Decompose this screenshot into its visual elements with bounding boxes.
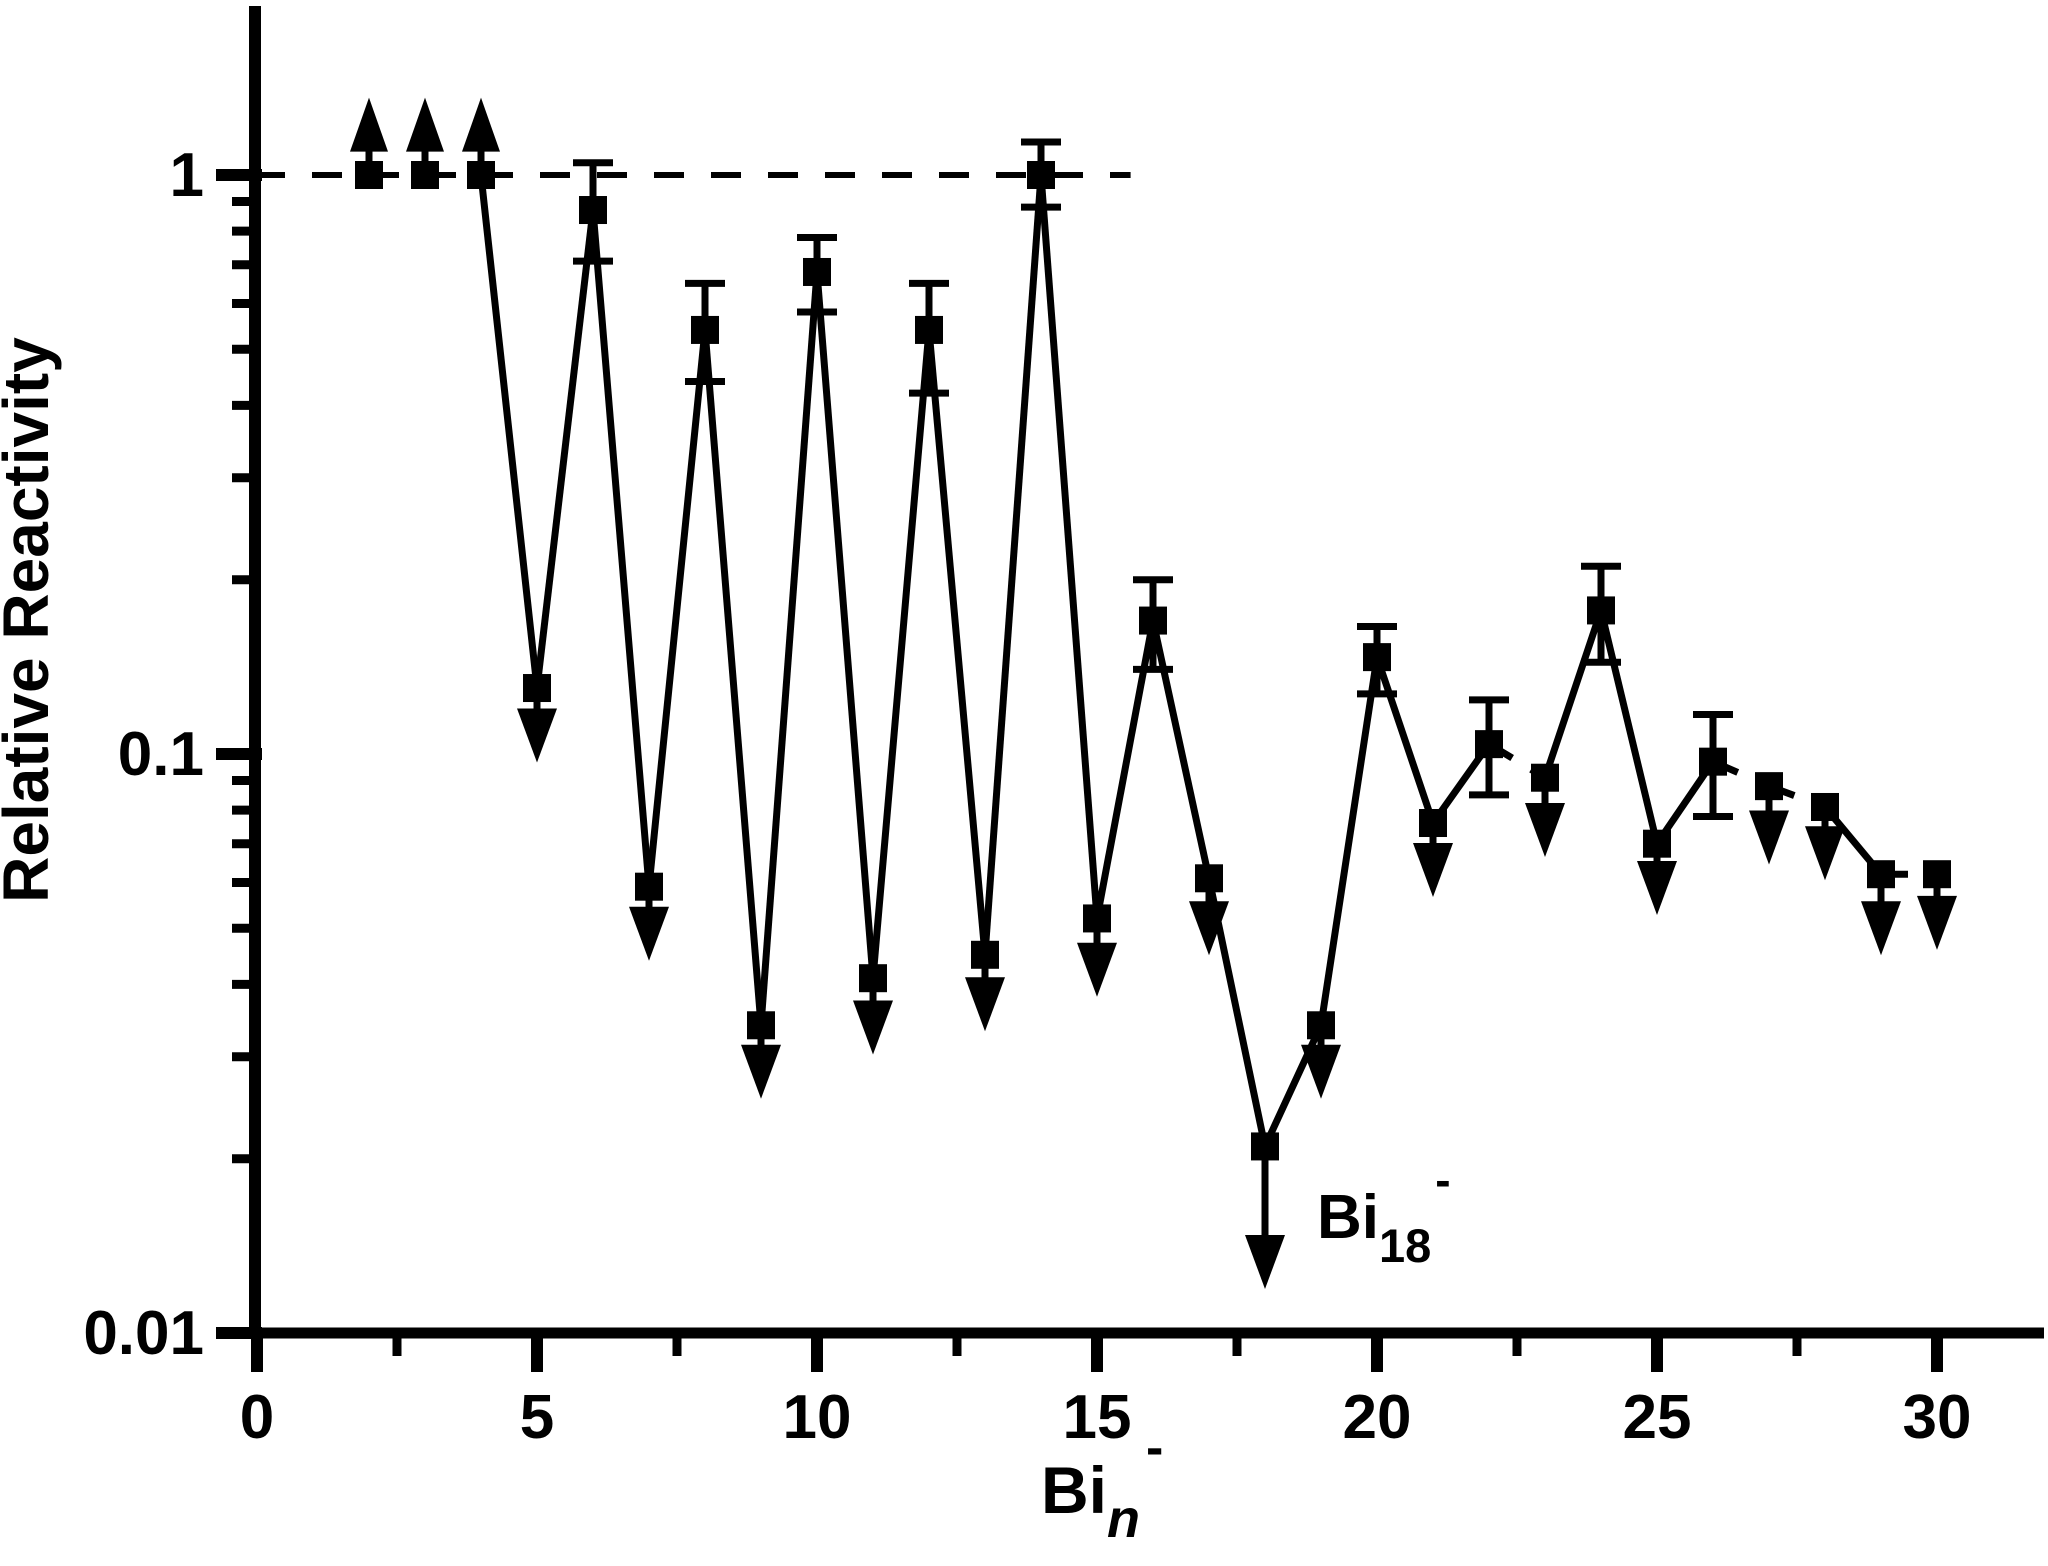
upper-limit-arrow-head bbox=[1637, 860, 1677, 915]
y-axis-tick-label: 0.01 bbox=[83, 1299, 204, 1368]
data-line-segment bbox=[981, 174, 1045, 956]
upper-limit-arrow-head bbox=[1917, 895, 1957, 950]
data-point-marker bbox=[971, 940, 999, 969]
data-point-marker bbox=[1587, 596, 1615, 625]
data-point-marker bbox=[859, 964, 887, 993]
data-point-marker bbox=[747, 1011, 775, 1040]
data-point-marker bbox=[1755, 772, 1783, 801]
data-line-segment bbox=[1597, 609, 1661, 845]
y-axis-title: Relative Reactivity bbox=[0, 337, 62, 903]
data-point-marker bbox=[1251, 1132, 1279, 1161]
data-line-segment bbox=[1093, 619, 1157, 920]
data-point-marker bbox=[467, 161, 495, 189]
data-point-marker bbox=[1531, 763, 1559, 792]
lower-limit-arrow-head bbox=[462, 97, 500, 152]
data-point-marker bbox=[1195, 864, 1223, 893]
data-line-segment bbox=[1317, 656, 1381, 1026]
x-axis-tick-label: 15 bbox=[1063, 1383, 1132, 1452]
x-axis-tick-label: 5 bbox=[520, 1383, 554, 1452]
data-point-marker bbox=[1307, 1011, 1335, 1040]
data-line-segment bbox=[1261, 1023, 1325, 1148]
x-axis-tick-label: 25 bbox=[1623, 1383, 1692, 1452]
data-point-marker bbox=[1643, 829, 1671, 858]
upper-limit-arrow-head bbox=[1861, 901, 1901, 956]
x-axis-tick-label: 30 bbox=[1903, 1383, 1972, 1452]
data-line-segment bbox=[757, 271, 821, 1026]
x-axis-tick-label: 20 bbox=[1343, 1383, 1412, 1452]
x-axis-title: Bin- bbox=[1041, 1419, 1163, 1549]
data-point-marker bbox=[1699, 747, 1727, 776]
data-point-marker bbox=[635, 872, 663, 901]
data-line-segment bbox=[477, 174, 541, 689]
data-point-marker bbox=[803, 257, 831, 286]
upper-limit-arrow-head bbox=[965, 977, 1005, 1032]
data-point-marker bbox=[1027, 161, 1055, 189]
data-line-segment bbox=[533, 209, 597, 689]
x-axis-tick-label: 0 bbox=[240, 1383, 274, 1452]
data-line-segment bbox=[645, 329, 709, 888]
lower-limit-arrow-head bbox=[350, 97, 388, 152]
x-axis-tick-label: 10 bbox=[783, 1383, 852, 1452]
upper-limit-arrow-head bbox=[741, 1044, 781, 1099]
data-point-marker bbox=[691, 315, 719, 344]
upper-limit-arrow-head bbox=[629, 906, 669, 961]
y-axis-tick-label: 0.1 bbox=[118, 720, 204, 789]
upper-limit-arrow-head bbox=[1245, 1234, 1285, 1289]
data-line-segment bbox=[925, 329, 989, 956]
data-point-marker bbox=[1867, 860, 1895, 889]
data-point-marker bbox=[1811, 792, 1839, 821]
upper-limit-arrow-head bbox=[853, 1000, 893, 1055]
data-point-marker bbox=[523, 674, 551, 703]
data-line-segment bbox=[1037, 174, 1101, 919]
upper-limit-arrow-head bbox=[1077, 942, 1117, 997]
data-line-segment bbox=[1149, 619, 1213, 880]
upper-limit-arrow-head bbox=[517, 708, 557, 763]
upper-limit-arrow-head bbox=[1413, 842, 1453, 897]
upper-limit-arrow-head bbox=[1749, 810, 1789, 865]
upper-limit-arrow-head bbox=[1805, 826, 1845, 881]
upper-limit-arrow-head bbox=[1301, 1044, 1341, 1099]
data-point-marker bbox=[915, 315, 943, 344]
data-line-segment bbox=[869, 329, 933, 979]
annotation-bi18: Bi18- bbox=[1317, 1154, 1451, 1272]
data-point-marker bbox=[1475, 730, 1503, 759]
data-point-marker bbox=[1419, 809, 1447, 838]
data-point-marker bbox=[579, 196, 607, 225]
data-point-marker bbox=[1923, 860, 1951, 889]
data-point-marker bbox=[355, 161, 383, 189]
upper-limit-arrow-head bbox=[1525, 802, 1565, 857]
y-axis-tick-label: 1 bbox=[170, 141, 204, 210]
data-line-segment bbox=[813, 271, 877, 979]
data-point-marker bbox=[411, 161, 439, 189]
upper-limit-arrow-head bbox=[1189, 901, 1229, 956]
data-point-marker bbox=[1139, 606, 1167, 635]
lower-limit-arrow-head bbox=[406, 97, 444, 152]
data-point-marker bbox=[1363, 643, 1391, 672]
data-point-marker bbox=[1083, 904, 1111, 933]
data-line-segment bbox=[589, 209, 653, 887]
data-line-segment bbox=[1541, 609, 1605, 779]
data-line-segment bbox=[701, 329, 765, 1026]
data-line-segment bbox=[1373, 656, 1437, 825]
